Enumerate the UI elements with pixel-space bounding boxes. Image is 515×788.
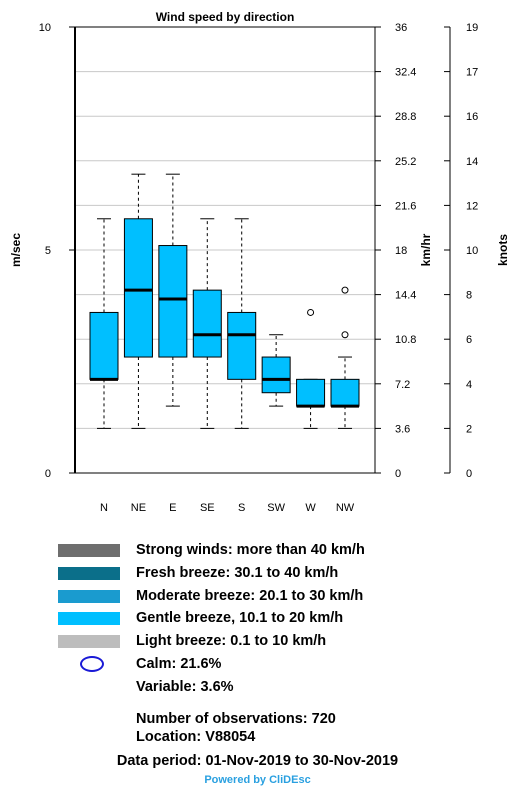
box-e [158,173,188,407]
legend-label: Fresh breeze: 30.1 to 40 km/h [136,564,339,581]
location: Location: V88054 [136,729,256,745]
legend-item-strong: Strong winds: more than 40 km/h [58,540,498,563]
circle-icon [80,655,104,672]
data-period: Data period: 01-Nov-2019 to 30-Nov-2019 [116,753,399,769]
legend-item-gentle: Gentle breeze, 10.1 to 20 km/h [58,608,498,631]
y-axis-label-right: knots [496,234,510,266]
left-tick-label: 10 [39,22,51,34]
x-tick-label: SW [267,502,285,514]
left-tick-label: 0 [45,468,51,480]
mid-tick-label: 3.6 [395,423,410,435]
legend-label: Light breeze: 0.1 to 10 km/h [136,633,327,650]
right-tick-label: 8 [466,290,472,302]
mid-tick-label: 36 [395,22,407,34]
x-tick-label: SE [200,502,215,514]
legend: Strong winds: more than 40 km/h Fresh br… [58,540,498,700]
outlier-point [341,286,349,294]
box-w [296,308,326,429]
legend-label: Moderate breeze: 20.1 to 30 km/h [136,587,364,604]
box-iqr [227,311,257,380]
box-sw [261,334,291,407]
powered-by-link[interactable]: Powered by CliDEsc [204,774,311,786]
box-iqr [192,289,222,358]
legend-item-calm: Calm: 21.6% [58,654,498,677]
mid-tick-label: 32.4 [395,67,416,79]
right-tick-label: 0 [466,468,472,480]
y-axis-label-mid: km/hr [419,233,433,266]
box-se [192,218,222,429]
right-tick-label: 10 [466,245,478,257]
legend-swatch [58,566,120,580]
calm-label: Calm: 21.6% [136,655,222,672]
x-tick-label: NE [131,502,146,514]
box-n [89,218,119,429]
right-tick-label: 6 [466,334,472,346]
right-tick-label: 4 [466,379,472,391]
outlier-point [307,308,315,316]
x-tick-label: N [100,502,108,514]
legend-swatch [58,544,120,557]
legend-item-variable: Variable: 3.6% [58,677,498,700]
right-tick-label: 17 [466,67,478,79]
observation-info: Number of observations: 720 Location: V8… [136,710,336,746]
mid-tick-label: 21.6 [395,200,416,212]
box-iqr [296,378,326,407]
mid-tick-label: 7.2 [395,379,410,391]
legend-swatch [58,589,120,603]
y-axis-label-left: m/sec [9,233,23,267]
box-iqr [89,311,119,380]
x-tick-label: NW [336,502,355,514]
x-tick-label: W [305,502,316,514]
right-tick-label: 19 [466,22,478,34]
mid-tick-label: 14.4 [395,290,416,302]
observations-count: Number of observations: 720 [136,711,336,727]
legend-item-moderate: Moderate breeze: 20.1 to 30 km/h [58,586,498,609]
legend-label: Strong winds: more than 40 km/h [136,542,365,558]
right-tick-label: 12 [466,200,478,212]
legend-swatch [58,635,120,649]
box-ne [123,173,153,429]
right-tick-label: 2 [466,423,472,435]
x-tick-label: E [169,502,176,514]
wind-boxplot-chart: Wind speed by direction 0 5 10 0 3.6 7.2 10.8 14… [9,10,510,514]
mid-tick-label: 18 [395,245,407,257]
legend-swatch [58,612,120,626]
box-iqr [261,356,291,394]
chart-title: Wind speed by direction [156,10,295,24]
outlier-point [341,331,349,339]
legend-label: Gentle breeze, 10.1 to 20 km/h [136,610,344,627]
left-tick-label: 5 [45,245,51,257]
mid-tick-label: 10.8 [395,334,416,346]
legend-item-light: Light breeze: 0.1 to 10 km/h [58,631,498,654]
right-tick-label: 16 [466,111,478,123]
box-iqr [123,218,153,358]
right-tick-label: 14 [466,156,478,168]
variable-label: Variable: 3.6% [136,678,234,695]
box-iqr [158,245,188,358]
box-s [227,218,257,429]
x-tick-label: S [238,502,245,514]
mid-tick-label: 25.2 [395,156,416,168]
legend-item-fresh: Fresh breeze: 30.1 to 40 km/h [58,563,498,586]
box-nw [330,286,360,429]
box-iqr [330,378,360,407]
mid-tick-label: 0 [395,468,401,480]
mid-tick-label: 28.8 [395,111,416,123]
